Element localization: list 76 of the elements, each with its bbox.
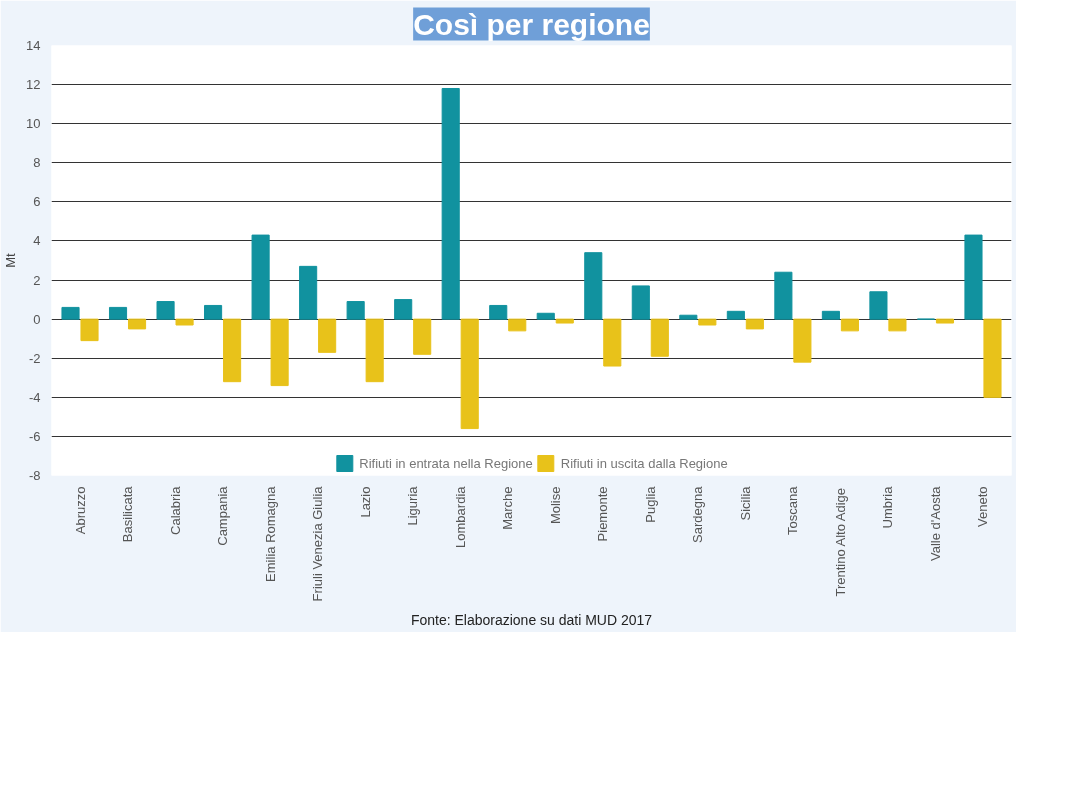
x-tick-label: Sardegna — [690, 485, 706, 543]
bar — [441, 88, 460, 320]
x-tick-label: Sicilia — [737, 485, 753, 521]
x-tick-label: Campania — [215, 485, 231, 546]
bar — [840, 318, 859, 332]
bar — [270, 318, 289, 387]
bar — [80, 318, 99, 342]
bar — [175, 318, 194, 326]
x-tick-label: Puglia — [642, 485, 658, 523]
y-tick-label: 2 — [33, 272, 41, 288]
x-tick-label: Abruzzo — [72, 486, 88, 535]
bar — [508, 318, 527, 332]
bar — [318, 318, 337, 353]
bar — [536, 312, 555, 320]
y-tick-label: 6 — [33, 194, 41, 210]
bar — [584, 252, 603, 320]
bar — [679, 314, 698, 320]
y-tick-label: -2 — [28, 350, 41, 366]
bar — [489, 304, 508, 320]
bar — [888, 318, 907, 332]
y-tick-label: -6 — [28, 428, 41, 444]
y-tick-label: 4 — [33, 233, 41, 249]
bar — [365, 318, 384, 383]
bar — [460, 318, 479, 430]
x-tick-label: Veneto — [975, 486, 991, 527]
x-tick-label: Toscana — [785, 485, 801, 535]
x-tick-label: Liguria — [405, 485, 421, 526]
legend-label: Rifiuti in entrata nella Regione — [359, 455, 533, 471]
bar — [61, 306, 80, 320]
bar — [413, 318, 432, 355]
x-tick-label: Lazio — [357, 486, 373, 518]
bar — [631, 285, 650, 320]
x-tick-label: Marche — [500, 486, 516, 530]
bar — [223, 318, 242, 383]
bar — [346, 301, 365, 320]
bar — [964, 234, 983, 320]
bar — [394, 299, 413, 320]
bar — [299, 265, 318, 320]
bar — [726, 310, 745, 320]
x-tick-label: Trentino Alto Adige — [832, 487, 848, 597]
bar — [935, 318, 955, 324]
y-tick-label: 10 — [26, 116, 41, 132]
bar — [745, 318, 764, 330]
x-tick-label: Piemonte — [595, 486, 611, 542]
x-tick-label: Friuli Venezia Giulia — [310, 485, 326, 602]
bar — [983, 318, 1002, 398]
bar — [650, 318, 669, 357]
bar — [698, 318, 717, 326]
x-tick-label: Molise — [547, 486, 563, 525]
bar — [204, 304, 223, 320]
bar — [251, 234, 270, 320]
y-tick-label: 14 — [26, 38, 41, 53]
chart-title: Così per regione — [413, 7, 650, 41]
bar — [555, 318, 574, 324]
bar — [156, 301, 175, 320]
source-note: Fonte: Elaborazione su dati MUD 2017 — [410, 611, 653, 628]
y-tick-label: 0 — [33, 311, 41, 327]
bar — [108, 306, 128, 320]
bar — [603, 318, 622, 367]
y-tick-label: 8 — [33, 155, 41, 171]
x-tick-label: Emilia Romagna — [262, 485, 278, 582]
bar — [127, 318, 147, 330]
x-tick-label: Umbria — [880, 485, 896, 529]
y-tick-label: 12 — [26, 77, 41, 93]
bar — [793, 318, 812, 363]
bar — [821, 310, 840, 320]
x-tick-label: Basilicata — [120, 485, 136, 543]
x-tick-label: Lombardia — [452, 485, 468, 548]
bar — [774, 271, 793, 320]
y-tick-label: -4 — [28, 389, 41, 405]
y-axis-title: Mt — [3, 252, 19, 268]
legend-label: Rifiuti in uscita dalla Regione — [560, 455, 728, 471]
x-tick-label: Calabria — [167, 485, 183, 535]
y-tick-label: -8 — [28, 468, 41, 483]
bar — [869, 291, 888, 320]
x-tick-label: Valle d'Aosta — [927, 485, 943, 562]
